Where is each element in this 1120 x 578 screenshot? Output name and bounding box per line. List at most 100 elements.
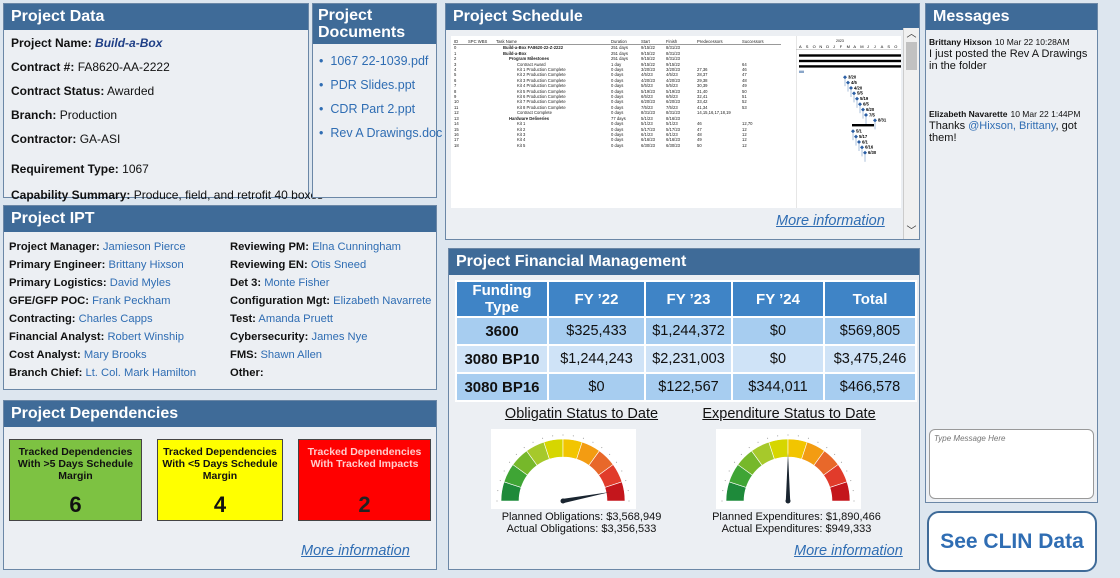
document-link[interactable]: CDR Part 2.ppt [319, 102, 436, 116]
project-schedule-title: Project Schedule [446, 4, 919, 30]
funding-cell: $0 [549, 374, 644, 400]
funding-cell: $569,805 [825, 318, 915, 344]
schedule-header-cell: Task Name [495, 39, 610, 46]
schedule-cell: 6/20/23 [641, 99, 655, 105]
gantt-milestone [860, 145, 864, 150]
schedule-row: 9 Kit 6 Production Complete 0 days 6/5/23 6/… [453, 94, 781, 99]
ipt-person-link[interactable]: Shawn Allen [260, 349, 323, 361]
see-clin-data-button[interactable]: See CLIN Data [927, 511, 1097, 572]
schedule-cell: 5/1/23 [641, 115, 653, 121]
schedule-cell: Kit 4 [517, 137, 526, 143]
gantt-milestone-label: 8/31 [878, 118, 887, 123]
gauge-tick [826, 447, 828, 449]
funding-table: Funding Type FY ’22 FY ’23 FY ’24 Total 3600 $… [455, 280, 917, 402]
schedule-cell: 27,36 [697, 67, 708, 73]
schedule-cell: 5/17/23 [641, 126, 655, 132]
gauge-needle [785, 453, 791, 501]
ipt-person-link[interactable]: Elna Cunningham [312, 241, 401, 253]
schedule-cell: 6/16/23 [641, 137, 655, 143]
gauge-tick [850, 480, 852, 482]
funding-cell: $344,011 [733, 374, 823, 400]
schedule-cell: 6 [454, 77, 457, 83]
dependency-box-red[interactable]: Tracked Dependencies With Tracked Impact… [298, 439, 431, 521]
schedule-cell: 48 [697, 131, 702, 137]
gauge-tick [582, 437, 584, 439]
gantt-summary-bar [799, 65, 901, 68]
expenditure-planned: Planned Expenditures: $1,890,466 [712, 511, 881, 523]
schedule-scrollbar[interactable]: ︿ ﹀ [903, 28, 919, 239]
schedule-cell: 0 days [611, 121, 624, 127]
message-input[interactable] [929, 429, 1094, 499]
gantt-month: O [894, 44, 897, 49]
ipt-person-link[interactable]: James Nye [311, 331, 368, 343]
ipt-person-link[interactable]: Lt. Col. Mark Hamilton [85, 367, 197, 379]
contract-row: Contract #: FA8620-AA-2222 [11, 60, 170, 74]
user-mention[interactable]: @Hixson, Brittany [968, 120, 1056, 132]
ipt-row: GFE/GFP POC: Frank Peckham [9, 295, 171, 307]
schedule-cell: Kit 2 Production Complete [517, 72, 566, 78]
document-link[interactable]: Rev A Drawings.doc [319, 126, 442, 140]
financial-more-link[interactable]: More information [794, 543, 903, 559]
ipt-person-link[interactable]: Monte Fisher [264, 277, 330, 289]
schedule-row: 2 Program Milestones 251 days 9/15/22 8/31/2… [453, 56, 781, 61]
funding-cell: $1,244,243 [549, 346, 644, 372]
ipt-row: Test: Amanda Pruett [230, 313, 334, 325]
schedule-cell: 9/15/22 [666, 61, 680, 67]
contractor-row: Contractor: GA-ASI [11, 132, 121, 146]
gauge-tick [724, 480, 726, 482]
ipt-person-link[interactable]: Charles Capps [78, 313, 153, 325]
document-link[interactable]: PDR Slides.ppt [319, 78, 436, 92]
ipt-left-column: Project Manager: Jamieson Pierce Primary … [9, 238, 196, 382]
schedule-cell: 4/5/23 [666, 72, 678, 78]
project-documents-title: Project Documents [313, 4, 436, 44]
ipt-person-link[interactable]: Frank Peckham [92, 295, 171, 307]
gantt-milestone [843, 75, 847, 80]
funding-cell: $0 [733, 346, 823, 372]
schedule-cell: 8/31/23 [641, 110, 655, 116]
scroll-down-icon[interactable]: ﹀ [906, 226, 917, 237]
dependency-box-green[interactable]: Tracked Dependencies With >5 Days Schedu… [9, 439, 142, 521]
gauge-hub [785, 498, 791, 504]
schedule-cell: Program Milestones [509, 56, 550, 62]
schedule-cell: 17 [454, 137, 459, 143]
document-link[interactable]: 1067 22-1039.pdf [319, 54, 436, 68]
gauge-tick [562, 434, 564, 436]
ipt-person-link[interactable]: David Myles [109, 277, 171, 289]
ipt-person-link[interactable]: Brittany Hixson [108, 259, 184, 271]
schedule-more-link[interactable]: More information [776, 213, 885, 229]
schedule-cell: 0 days [611, 88, 624, 94]
gauge-tick [740, 453, 742, 455]
schedule-row: 14 Kit 1 0 days 5/1/23 5/1/23 46 12,70 [453, 121, 781, 126]
gantt-milestone [852, 91, 856, 96]
gauge-tick [542, 437, 544, 439]
gantt-summary-bar [799, 59, 901, 63]
gantt-milestone [864, 113, 868, 117]
schedule-cell: 1 [454, 50, 457, 56]
schedule-cell: Kit 1 [517, 121, 526, 127]
ipt-person-link[interactable]: Otis Sneed [310, 259, 367, 271]
dependency-box-yellow[interactable]: Tracked Dependencies With <5 Days Schedu… [157, 439, 283, 521]
schedule-cell: 0 days [611, 83, 624, 89]
funding-row: 3080 BP10 $1,244,243 $2,231,003 $0 $3,475,24… [457, 346, 915, 372]
gantt-milestone [858, 102, 862, 107]
ipt-person-link[interactable]: Robert Winship [107, 331, 184, 343]
schedule-row: 8 Kit 5 Production Complete 0 days 5/19/23 5… [453, 89, 781, 94]
scroll-thumb[interactable] [906, 42, 917, 70]
schedule-cell: 33,42 [697, 99, 708, 105]
gantt-milestone [846, 80, 850, 85]
gauge-tick [797, 435, 799, 437]
ipt-person-link[interactable]: Jamieson Pierce [102, 241, 186, 253]
project-dependencies-title: Project Dependencies [4, 401, 436, 427]
schedule-cell: 4/5/23 [641, 72, 653, 78]
scroll-up-icon[interactable]: ︿ [906, 29, 917, 40]
ipt-person-link[interactable]: Elizabeth Navarrete [333, 295, 432, 307]
schedule-header-cell: SPC WBS [467, 39, 495, 46]
schedule-cell: 12 [742, 142, 747, 148]
ipt-person-link[interactable]: Mary Brooks [83, 349, 147, 361]
dependencies-more-link[interactable]: More information [301, 543, 410, 559]
gauge-tick [748, 447, 750, 449]
ipt-person-link[interactable]: Amanda Pruett [258, 313, 334, 325]
expenditure-actual: Actual Expenditures: $949,333 [721, 523, 872, 535]
